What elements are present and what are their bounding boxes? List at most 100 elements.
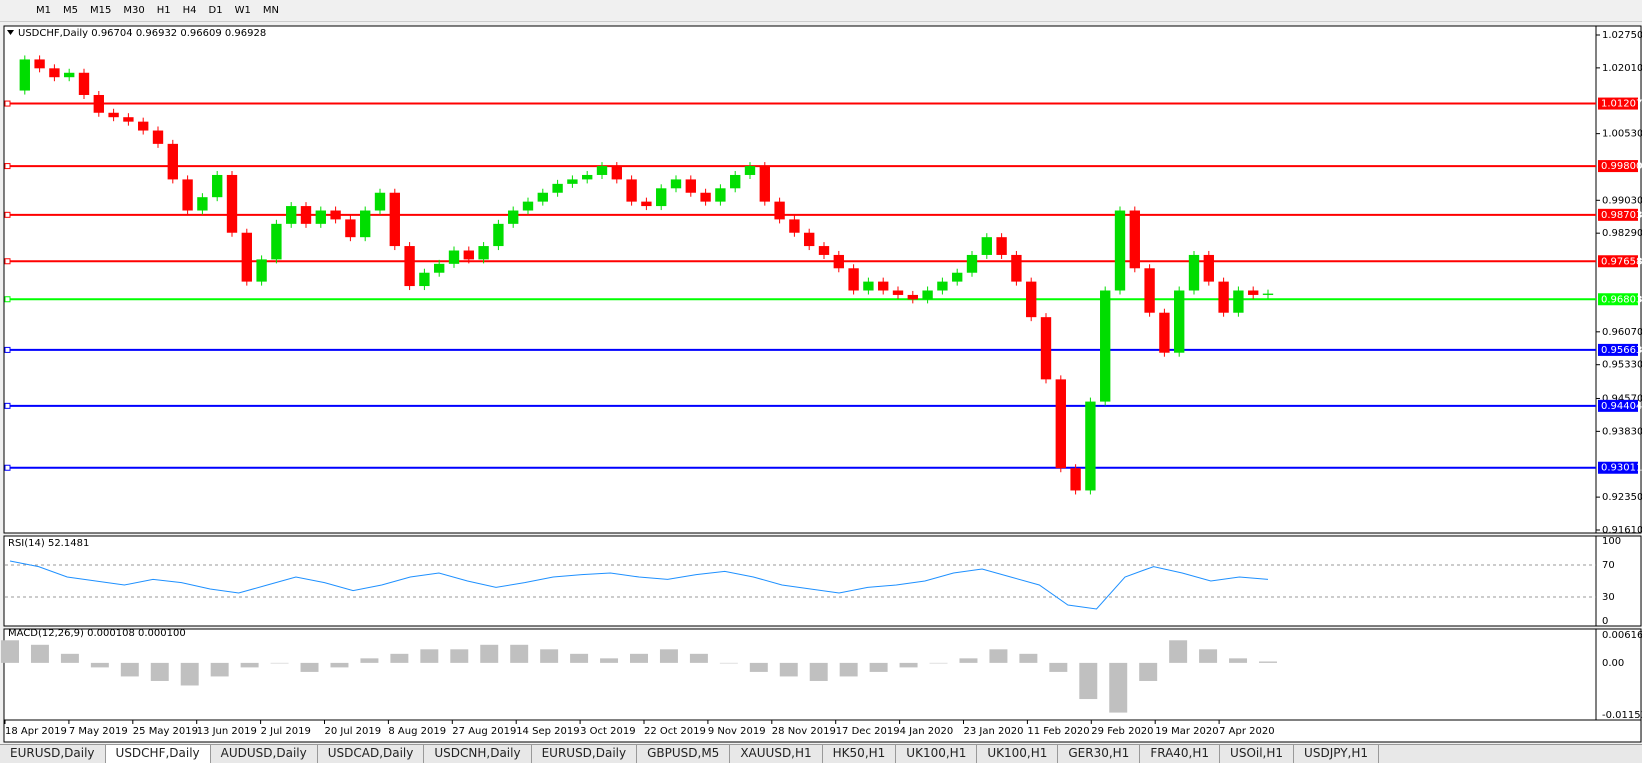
symbol-tab[interactable]: XAUUSD,H1 xyxy=(730,745,823,763)
candle xyxy=(1218,281,1229,313)
chart-title: USDCHF,Daily 0.96704 0.96932 0.96609 0.9… xyxy=(18,28,266,39)
rsi-tick-label: 30 xyxy=(1602,592,1615,603)
candle xyxy=(700,192,711,202)
timeframe-button[interactable]: M15 xyxy=(90,5,112,16)
macd-title: MACD(12,26,9) 0.000108 0.000100 xyxy=(8,628,186,639)
candle xyxy=(1114,210,1126,291)
panel xyxy=(3,25,1597,534)
candle xyxy=(78,72,90,95)
candle xyxy=(730,174,741,189)
candle xyxy=(1129,210,1140,269)
candle xyxy=(419,272,430,287)
timeframe-toolbar: M1 M5 M15 M30 H1 H4 D1 W1 MN xyxy=(0,0,1642,22)
macd-bar xyxy=(1049,662,1068,672)
symbol-tab[interactable]: UK100,H1 xyxy=(977,745,1059,763)
level-label: 1.01207 xyxy=(1601,99,1642,110)
candle xyxy=(508,210,519,224)
symbol-tab[interactable]: FRA40,H1 xyxy=(1140,745,1221,763)
y-tick-label: 0.94570 xyxy=(1602,393,1642,404)
date-label: 7 May 2019 xyxy=(69,726,128,737)
level-label: 0.99800 xyxy=(1601,161,1642,172)
date-label: 22 Oct 2019 xyxy=(644,726,706,737)
rsi-tick-label: 70 xyxy=(1602,560,1615,571)
candle xyxy=(582,174,593,180)
candle xyxy=(197,197,208,211)
macd-bar xyxy=(1259,661,1277,663)
macd-bar xyxy=(929,662,948,664)
candle xyxy=(404,246,415,287)
rsi-tick-label: 0 xyxy=(1602,616,1608,627)
symbol-tab[interactable]: EURUSD,Daily xyxy=(532,745,638,763)
candle xyxy=(567,179,578,184)
candle xyxy=(256,259,267,282)
date-label: 27 Aug 2019 xyxy=(452,726,516,737)
macd-bar xyxy=(300,662,319,672)
symbol-tab[interactable]: GBPUSD,M5 xyxy=(637,745,731,763)
date-label: 29 Feb 2020 xyxy=(1091,726,1153,737)
timeframe-button[interactable]: MN xyxy=(262,5,279,16)
symbol-tab[interactable]: USDCAD,Daily xyxy=(318,745,425,763)
date-label: 2 Jul 2019 xyxy=(261,726,311,737)
macd-bar xyxy=(959,658,978,663)
macd-bar xyxy=(540,649,559,663)
candle xyxy=(626,179,637,202)
date-label: 17 Dec 2019 xyxy=(836,726,900,737)
candle xyxy=(774,201,785,220)
symbol-tab[interactable]: HK50,H1 xyxy=(823,745,897,763)
timeframe-button[interactable]: H4 xyxy=(182,5,197,16)
timeframe-button[interactable]: M30 xyxy=(123,5,145,16)
candle xyxy=(907,294,918,300)
date-label: 8 Aug 2019 xyxy=(388,726,446,737)
macd-bar xyxy=(1229,658,1248,663)
level-label-box xyxy=(1598,255,1638,268)
macd-bar xyxy=(30,644,49,663)
level-label-box xyxy=(1598,343,1638,356)
symbol-tab[interactable]: AUDUSD,Daily xyxy=(211,745,318,763)
symbol-tab[interactable]: USDCNH,Daily xyxy=(424,745,532,763)
candle xyxy=(611,166,622,180)
macd-bar xyxy=(809,662,828,681)
timeframe-button[interactable]: M5 xyxy=(63,5,78,16)
symbol-tab[interactable]: GER30,H1 xyxy=(1058,745,1141,763)
macd-bar xyxy=(420,649,439,663)
candle xyxy=(226,174,238,233)
symbol-tab[interactable]: USOil,H1 xyxy=(1220,745,1295,763)
candle xyxy=(981,237,992,255)
timeframe-button[interactable]: D1 xyxy=(208,5,223,16)
y-tick-label: 1.02010 xyxy=(1602,63,1642,74)
candle xyxy=(759,166,770,202)
candle xyxy=(212,174,223,198)
level-label-box xyxy=(1598,293,1638,306)
macd-bar xyxy=(120,662,139,677)
timeframe-button[interactable]: H1 xyxy=(156,5,171,16)
macd-bar xyxy=(659,649,678,663)
candle xyxy=(1055,379,1066,469)
macd-bar xyxy=(689,653,708,663)
macd-bar xyxy=(270,662,289,664)
symbol-tab[interactable]: USDJPY,H1 xyxy=(1294,745,1380,763)
macd-bar xyxy=(839,662,858,677)
candle xyxy=(1262,293,1274,295)
price-axis-panel xyxy=(1595,25,1642,534)
timeframe-button[interactable]: W1 xyxy=(234,5,251,16)
symbol-tab[interactable]: USDCHF,Daily xyxy=(105,745,211,763)
macd-bar xyxy=(240,662,259,668)
macd-bar xyxy=(390,653,409,663)
symbol-tab[interactable]: EURUSD,Daily xyxy=(0,745,106,763)
timeframe-button[interactable]: M1 xyxy=(36,5,51,16)
candle xyxy=(878,281,889,291)
candle xyxy=(892,290,904,295)
macd-bar xyxy=(450,649,469,663)
rsi-line xyxy=(9,560,1269,610)
level-marker xyxy=(4,258,11,265)
candle xyxy=(1159,312,1170,353)
date-label: 14 Sep 2019 xyxy=(516,726,579,737)
candle xyxy=(241,232,252,282)
chart: 1.02750 1.02010 1.00530 0.99030 0.98290 0.960… xyxy=(1,25,1642,743)
level-marker xyxy=(4,464,11,471)
candle xyxy=(922,290,933,300)
price-axis-panel xyxy=(1595,628,1642,721)
level-label-box xyxy=(1598,208,1638,221)
symbol-tab[interactable]: UK100,H1 xyxy=(896,745,978,763)
candle xyxy=(522,201,534,211)
